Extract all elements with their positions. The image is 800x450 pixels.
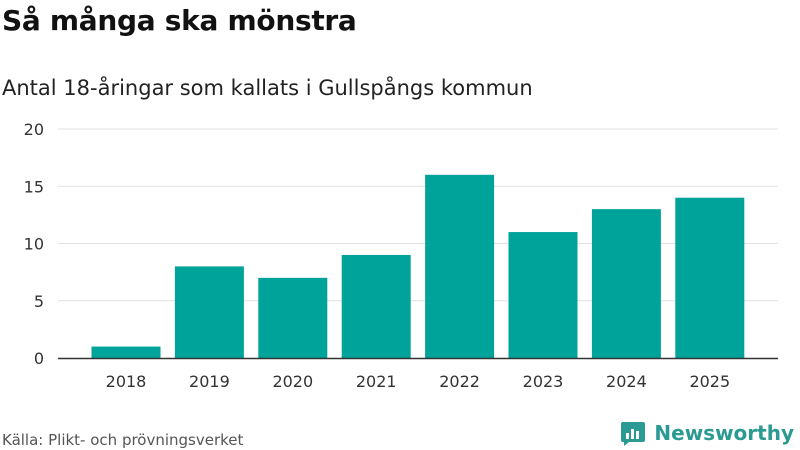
bars [91, 174, 745, 358]
x-tick-label: 2018 [106, 372, 147, 391]
bar [675, 197, 745, 358]
brand: Newsworthy [620, 420, 794, 446]
y-tick-label: 0 [34, 349, 44, 368]
chart-title: Så många ska mönstra [2, 4, 357, 37]
bar [341, 254, 411, 358]
bar [258, 277, 328, 358]
bar [91, 346, 161, 358]
x-axis-ticks: 2018 2019 2020 2021 2022 2023 2024 2025 [106, 372, 731, 391]
x-tick-label: 2022 [439, 372, 480, 391]
bar [174, 266, 244, 358]
x-tick-label: 2023 [523, 372, 564, 391]
gridlines [58, 128, 778, 302]
x-tick-label: 2025 [689, 372, 730, 391]
x-tick-label: 2021 [356, 372, 397, 391]
y-tick-label: 20 [24, 120, 44, 139]
y-axis-ticks: 0 5 10 15 20 [24, 120, 44, 368]
bar [591, 209, 661, 358]
brand-name: Newsworthy [654, 421, 794, 445]
y-tick-label: 10 [24, 235, 44, 254]
source-note: Källa: Plikt- och prövningsverket [2, 431, 244, 449]
y-tick-label: 15 [24, 177, 44, 196]
y-tick-label: 5 [34, 292, 44, 311]
bar [425, 174, 495, 358]
x-tick-label: 2024 [606, 372, 647, 391]
x-tick-label: 2020 [272, 372, 313, 391]
chart-subtitle: Antal 18-åringar som kallats i Gullspång… [2, 76, 533, 100]
newsworthy-logo-icon [621, 422, 646, 446]
bar [508, 232, 578, 358]
x-tick-label: 2019 [189, 372, 230, 391]
